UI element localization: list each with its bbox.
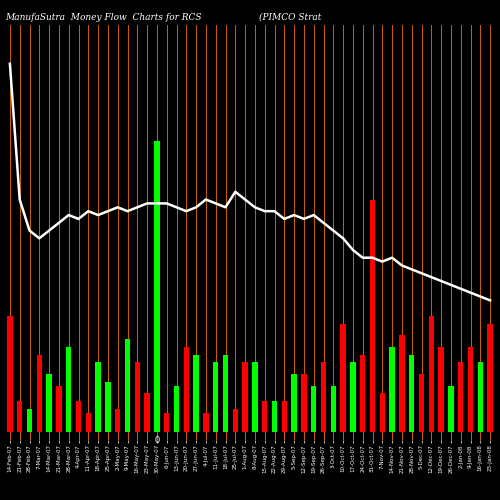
Bar xyxy=(223,354,228,432)
Bar xyxy=(17,401,22,432)
Bar xyxy=(380,394,385,432)
Bar xyxy=(350,362,356,432)
Bar xyxy=(154,142,160,432)
Bar xyxy=(468,347,473,432)
Bar xyxy=(194,354,199,432)
Text: 0: 0 xyxy=(154,436,160,445)
Bar xyxy=(488,324,493,432)
Bar xyxy=(292,374,297,432)
Bar xyxy=(321,362,326,432)
Bar xyxy=(340,324,346,432)
Bar xyxy=(419,374,424,432)
Bar xyxy=(399,336,404,432)
Bar xyxy=(184,347,189,432)
Bar xyxy=(448,386,454,432)
Text: ManufaSutra  Money Flow  Charts for RCS                    (PIMCO Strat: ManufaSutra Money Flow Charts for RCS (P… xyxy=(5,12,322,22)
Bar xyxy=(134,362,140,432)
Bar xyxy=(174,386,179,432)
Bar xyxy=(370,200,375,432)
Bar xyxy=(438,347,444,432)
Bar xyxy=(301,374,306,432)
Bar xyxy=(7,316,12,432)
Bar xyxy=(76,401,81,432)
Bar xyxy=(46,374,52,432)
Bar xyxy=(428,316,434,432)
Bar xyxy=(36,354,42,432)
Bar xyxy=(242,362,248,432)
Bar xyxy=(272,401,277,432)
Bar xyxy=(56,386,62,432)
Bar xyxy=(66,347,71,432)
Bar xyxy=(478,362,483,432)
Bar xyxy=(330,386,336,432)
Bar xyxy=(390,347,395,432)
Bar xyxy=(96,362,101,432)
Bar xyxy=(282,401,287,432)
Bar xyxy=(409,354,414,432)
Bar xyxy=(360,354,366,432)
Bar xyxy=(125,339,130,432)
Bar xyxy=(232,409,238,432)
Bar xyxy=(458,362,464,432)
Bar xyxy=(144,394,150,432)
Bar xyxy=(311,386,316,432)
Bar xyxy=(27,409,32,432)
Bar xyxy=(213,362,218,432)
Bar xyxy=(105,382,110,432)
Bar xyxy=(164,413,170,432)
Bar xyxy=(203,413,208,432)
Bar xyxy=(262,401,268,432)
Bar xyxy=(252,362,258,432)
Bar xyxy=(115,409,120,432)
Bar xyxy=(86,413,91,432)
